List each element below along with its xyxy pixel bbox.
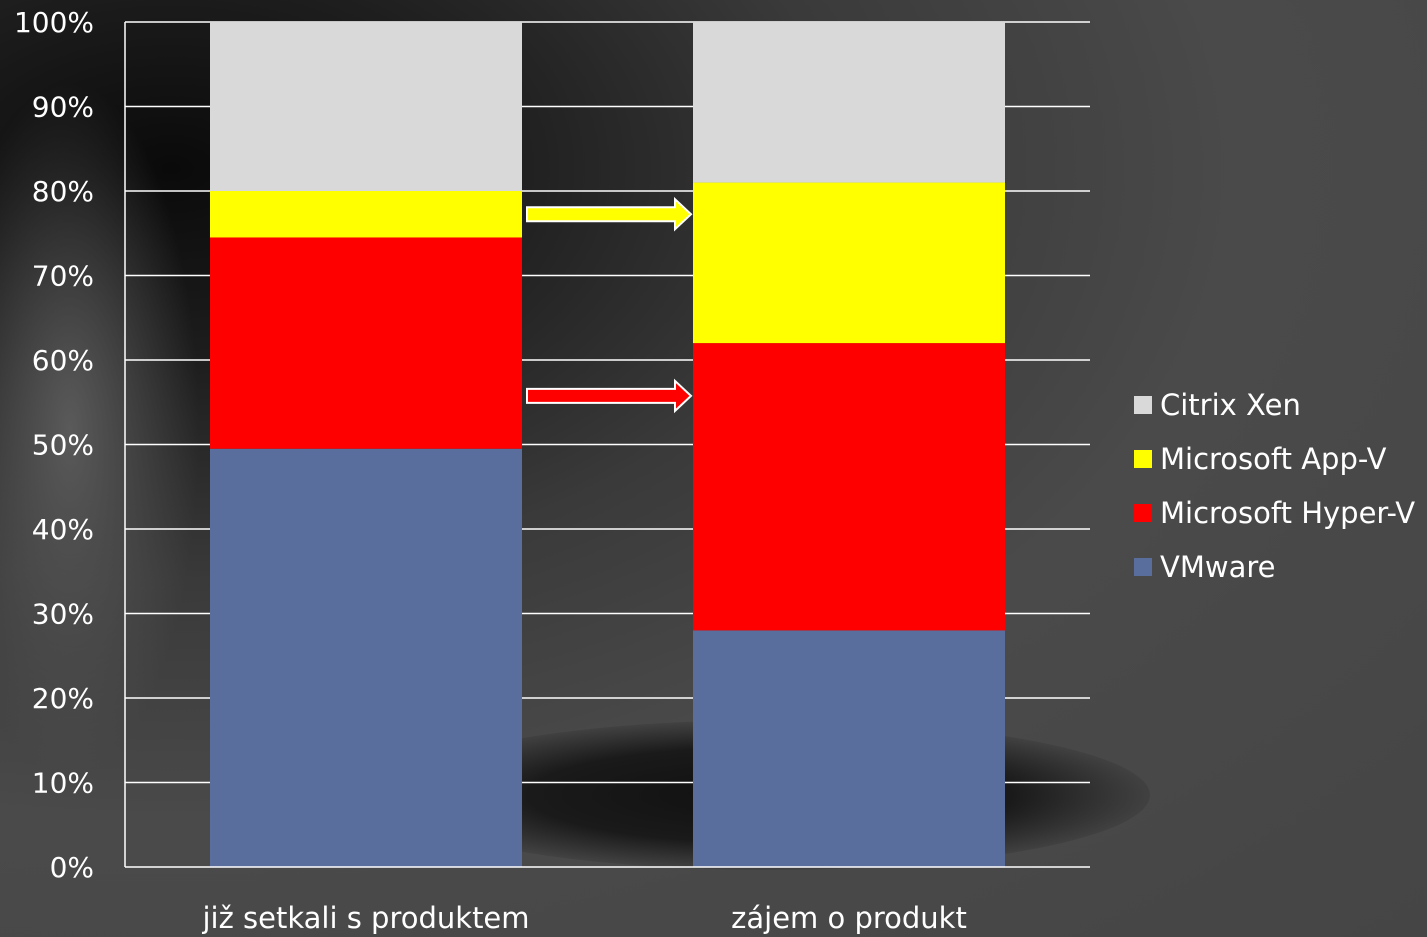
x-category-label: zájem o produkt [731, 901, 967, 935]
x-category-label: již setkali s produktem [201, 901, 529, 935]
legend-label: Citrix Xen [1160, 388, 1301, 422]
arrow-microsoft-app-v [526, 196, 693, 232]
bar-segment-microsoft-app-v [210, 191, 522, 238]
bar-segment-microsoft-hyper-v [693, 343, 1005, 631]
y-tick-label: 30% [32, 598, 94, 631]
legend-swatch [1134, 504, 1152, 522]
y-tick-label: 40% [32, 513, 94, 546]
arrows [526, 196, 693, 414]
y-tick-label: 90% [32, 91, 94, 124]
legend-swatch [1134, 396, 1152, 414]
arrow-microsoft-hyper-v [526, 378, 693, 414]
y-tick-label: 20% [32, 682, 94, 715]
axes [124, 22, 1090, 868]
legend-label: Microsoft App-V [1160, 442, 1387, 476]
legend: Citrix Xen Microsoft App-V Microsoft Hyper… [1134, 378, 1415, 594]
y-tick-label: 80% [32, 175, 94, 208]
bar-segment-vmware [693, 630, 1005, 867]
y-tick-label: 60% [32, 344, 94, 377]
y-tick-label: 50% [32, 429, 94, 462]
legend-swatch [1134, 558, 1152, 576]
background-highlight [0, 80, 200, 780]
legend-item: Microsoft Hyper-V [1134, 486, 1415, 540]
bars [210, 22, 1005, 867]
legend-swatch [1134, 450, 1152, 468]
y-tick-label: 0% [50, 851, 94, 884]
x-axis-category-labels: již setkali s produktem zájem o produkt [201, 901, 966, 935]
legend-item: Citrix Xen [1134, 378, 1415, 432]
y-tick-label: 10% [32, 767, 94, 800]
bar-segment-microsoft-app-v [693, 182, 1005, 344]
y-tick-label: 100% [14, 6, 94, 39]
y-tick-label: 70% [32, 260, 94, 293]
bar-segment-microsoft-hyper-v [210, 237, 522, 449]
legend-item: Microsoft App-V [1134, 432, 1415, 486]
bar-segment-citrix-xen [210, 22, 522, 191]
legend-item: VMware [1134, 540, 1415, 594]
bar-segment-citrix-xen [693, 22, 1005, 183]
y-axis-tick-labels: 0% 10% 20% 30% 40% 50% 60% 70% 80% 90% 100% [14, 6, 94, 884]
legend-label: Microsoft Hyper-V [1160, 496, 1416, 530]
legend-label: VMware [1160, 550, 1276, 584]
bar-segment-vmware [210, 448, 522, 867]
